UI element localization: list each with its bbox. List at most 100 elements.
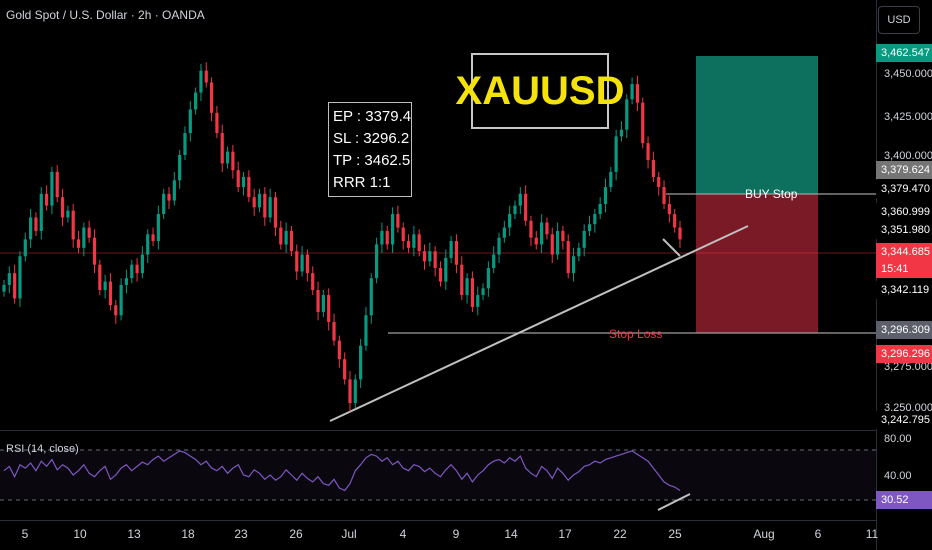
candle-body [23, 239, 27, 257]
candle-body [188, 109, 192, 134]
price-tag: 3,360.999 [876, 203, 932, 221]
candle-body [593, 214, 597, 225]
pullback-line [662, 238, 681, 257]
candle-body [236, 170, 240, 188]
candle-body [657, 176, 661, 188]
rsi-tick: 80.00 [884, 433, 912, 445]
candle-body [39, 193, 43, 231]
price-tick: 3,425.000 [884, 111, 932, 123]
time-tick: 6 [814, 527, 822, 541]
candle-body [114, 305, 118, 316]
candle-body [540, 222, 544, 245]
candle-body [460, 264, 464, 296]
candle-body [103, 281, 107, 290]
candle-body [545, 222, 549, 235]
candle-body [598, 203, 602, 215]
chart-title: Gold Spot / U.S. Dollar · 2h · OANDA [6, 8, 205, 22]
candle-body [2, 284, 6, 292]
time-tick: 25 [668, 527, 682, 541]
candle-body [327, 295, 331, 323]
currency-button[interactable]: USD [878, 6, 920, 34]
candle-body [486, 268, 490, 289]
candle-body [625, 99, 629, 130]
candle-body [492, 254, 496, 269]
candle-body [289, 230, 294, 252]
time-tick: 13 [127, 527, 141, 541]
candle-body [470, 278, 475, 307]
candle-body [502, 227, 506, 238]
candle-body [534, 237, 538, 245]
candle-body [635, 84, 640, 103]
buy-stop-label: BUY Stop [745, 187, 798, 201]
candle-body [390, 214, 395, 245]
price-tag: 3,351.980 [876, 221, 932, 239]
candle-body [50, 171, 54, 206]
candle-body [247, 176, 251, 198]
candle-body [406, 241, 411, 248]
candle-body [178, 155, 182, 181]
candle-body [359, 345, 363, 380]
candle-body [603, 187, 608, 204]
candle-body [108, 281, 113, 306]
candle-body [465, 278, 469, 296]
rsi-trendline [657, 493, 691, 511]
candle-body [82, 227, 86, 248]
candle-body [401, 227, 405, 242]
candle-body [34, 217, 38, 231]
time-tick: 18 [181, 527, 195, 541]
candle-body [673, 214, 677, 228]
time-tick: Jul [341, 527, 357, 541]
rsi-value-tag: 30.52 [876, 491, 932, 509]
candle-body [374, 244, 379, 279]
trade-info-box: EP : 3379.4 SL : 3296.2 TP : 3462.5 RRR … [328, 102, 412, 197]
candle-body [172, 180, 176, 201]
candle-body [571, 256, 576, 274]
candle-body [71, 210, 75, 240]
candle-body [316, 290, 320, 312]
candle-body [353, 379, 357, 404]
candle-body [332, 322, 336, 341]
candle-body [204, 70, 208, 83]
candle-body [529, 220, 533, 238]
candle-body [396, 214, 400, 228]
candle-body [476, 295, 480, 307]
time-tick: 17 [558, 527, 572, 541]
price-tick: 3,450.000 [884, 68, 932, 80]
candle-body [13, 273, 17, 299]
candle-body [199, 70, 203, 93]
candle-body [119, 284, 123, 316]
candle-body [555, 230, 560, 255]
candle-body [156, 214, 160, 242]
candle-body [311, 273, 315, 290]
candle-body [513, 205, 517, 215]
candle-body [630, 84, 634, 100]
time-tick: 23 [234, 527, 248, 541]
candle-body [385, 230, 389, 245]
candle-body [348, 379, 352, 404]
candle-body [263, 193, 267, 218]
candle-body [162, 193, 166, 215]
target-zone [696, 56, 818, 194]
candle-body [225, 151, 230, 164]
rsi-line [3, 450, 681, 492]
candle-body [619, 129, 624, 137]
candle-body [433, 251, 437, 269]
price-tag: 3,296.296 [876, 345, 932, 363]
candle-body [380, 230, 384, 245]
candle-body [140, 254, 144, 274]
candle-body [167, 193, 171, 201]
candle-body [279, 227, 283, 245]
price-tick: 3,275.000 [884, 361, 932, 373]
candle-body [508, 214, 512, 228]
buy-stop-tag: 3,379.470 [876, 180, 932, 198]
candle-body [422, 251, 427, 262]
candle-body [18, 256, 22, 299]
candle-body [481, 288, 485, 296]
take-profit-price: TP : 3462.5 [333, 152, 411, 169]
candle-body [566, 241, 570, 274]
candle-body [76, 239, 81, 248]
candle-body [305, 254, 310, 274]
candle-body [87, 227, 91, 238]
candle-body [194, 92, 198, 110]
